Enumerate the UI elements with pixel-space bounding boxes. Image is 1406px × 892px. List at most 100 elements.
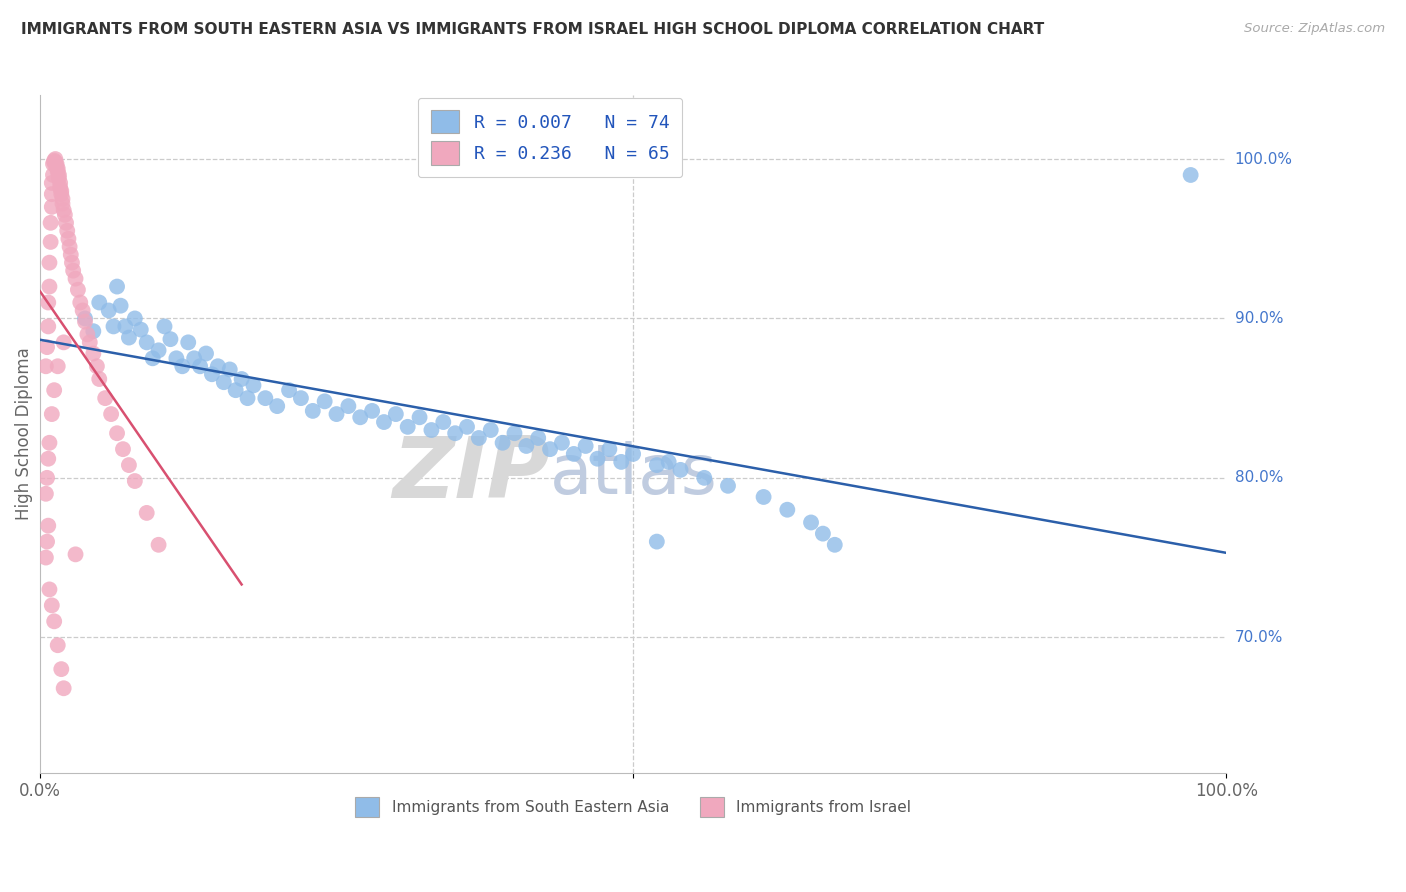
Point (51, 187, 73, 202)
Point (337, 399, 360, 413)
Point (69, 295, 91, 310)
Point (290, 391, 312, 405)
Point (94, 391, 117, 405)
Point (693, 471, 716, 485)
Point (396, 420, 419, 434)
Point (89, 372, 111, 386)
Point (114, 319, 136, 334)
Point (111, 442, 134, 457)
Point (468, 431, 491, 445)
Point (39, 216, 62, 230)
Point (254, 391, 277, 405)
Point (42, 168, 65, 182)
Text: 80.0%: 80.0% (1234, 470, 1282, 485)
Point (46, 638, 69, 652)
Point (53, 208, 76, 222)
Legend: Immigrants from South Eastern Asia, Immigrants from Israel: Immigrants from South Eastern Asia, Immi… (349, 791, 917, 822)
Point (135, 335, 157, 350)
Text: 100.0%: 100.0% (1234, 152, 1292, 167)
Point (55, 216, 77, 230)
Point (44, 383, 66, 397)
Point (60, 255, 83, 269)
Point (51, 192, 73, 206)
Point (456, 420, 478, 434)
Point (800, 516, 823, 530)
Point (45, 157, 67, 171)
Text: 90.0%: 90.0% (1234, 311, 1284, 326)
Point (444, 426, 467, 441)
Point (148, 343, 170, 358)
Point (325, 407, 347, 421)
Point (65, 271, 87, 285)
Point (575, 439, 598, 453)
Point (236, 391, 259, 405)
Point (59, 248, 82, 262)
Point (752, 490, 775, 504)
Point (110, 299, 132, 313)
Text: 70.0%: 70.0% (1234, 630, 1282, 645)
Point (37, 518, 59, 533)
Point (73, 311, 96, 326)
Point (105, 426, 128, 441)
Point (35, 550, 58, 565)
Point (37, 319, 59, 334)
Point (824, 538, 846, 552)
Point (41, 200, 63, 214)
Point (41, 599, 63, 613)
Point (195, 346, 218, 360)
Point (46, 161, 69, 176)
Point (610, 455, 633, 469)
Point (52, 681, 75, 696)
Point (218, 362, 240, 376)
Point (658, 455, 681, 469)
Point (503, 426, 526, 441)
Point (172, 359, 194, 374)
Point (538, 442, 561, 457)
Point (118, 330, 141, 344)
Point (479, 423, 502, 437)
Point (49, 176, 72, 190)
Y-axis label: High School Diploma: High School Diploma (15, 348, 32, 520)
Point (37, 451, 59, 466)
Point (515, 439, 537, 453)
Point (58, 232, 80, 246)
Point (37, 295, 59, 310)
Point (82, 346, 104, 360)
Point (72, 303, 94, 318)
Point (159, 332, 181, 346)
Point (242, 378, 264, 392)
Point (373, 415, 395, 429)
Point (811, 526, 834, 541)
Point (97, 303, 120, 318)
Point (420, 423, 443, 437)
Point (621, 447, 644, 461)
Point (278, 383, 301, 397)
Point (153, 319, 176, 334)
Point (361, 404, 384, 418)
Text: IMMIGRANTS FROM SOUTH EASTERN ASIA VS IMMIGRANTS FROM ISRAEL HIGH SCHOOL DIPLOMA: IMMIGRANTS FROM SOUTH EASTERN ASIA VS IM… (21, 22, 1045, 37)
Point (51, 184, 73, 198)
Point (38, 582, 60, 597)
Point (38, 255, 60, 269)
Point (44, 155, 66, 169)
Point (86, 359, 108, 374)
Point (669, 463, 692, 477)
Point (1180, 168, 1202, 182)
Point (44, 153, 66, 168)
Point (38, 279, 60, 293)
Point (46, 165, 69, 179)
Point (231, 372, 253, 386)
Text: Source: ZipAtlas.com: Source: ZipAtlas.com (1244, 22, 1385, 36)
Point (41, 187, 63, 202)
Point (212, 375, 235, 389)
Point (52, 335, 75, 350)
Point (562, 447, 585, 461)
Point (66, 283, 89, 297)
Point (44, 155, 66, 169)
Point (124, 474, 146, 488)
Point (598, 442, 620, 457)
Point (201, 368, 224, 382)
Point (717, 479, 740, 493)
Point (408, 410, 430, 425)
Point (183, 351, 205, 366)
